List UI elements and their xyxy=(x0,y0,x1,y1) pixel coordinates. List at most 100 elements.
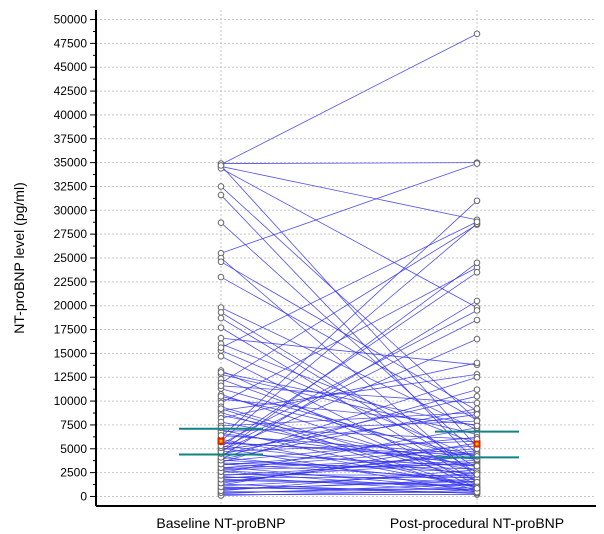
category-label: Post-procedural NT-proBNP xyxy=(390,515,564,531)
data-point xyxy=(217,314,225,322)
paired-lines xyxy=(220,33,478,496)
pair-line xyxy=(220,478,478,486)
pair-line xyxy=(220,343,478,445)
pair-line xyxy=(220,261,478,411)
pair-line xyxy=(220,338,478,452)
data-point xyxy=(217,393,225,400)
data-point xyxy=(217,369,225,376)
y-tick-label: 40000 xyxy=(54,108,88,122)
data-point xyxy=(473,197,481,205)
y-tick-label: 27500 xyxy=(54,227,88,241)
data-point xyxy=(473,422,481,430)
pair-line xyxy=(220,362,478,419)
pair-line xyxy=(220,441,478,460)
y-tick-label: 37500 xyxy=(54,132,88,146)
pair-line xyxy=(220,194,478,464)
pair-line xyxy=(220,317,478,473)
pair-line xyxy=(220,440,478,453)
pair-line xyxy=(220,445,478,475)
pair-line xyxy=(220,267,478,404)
data-point xyxy=(473,218,481,226)
data-point xyxy=(473,269,481,276)
pair-line xyxy=(220,163,478,254)
y-tick-label: 10000 xyxy=(54,394,88,408)
pair-line xyxy=(220,427,478,440)
pair-line xyxy=(220,271,478,448)
y-tick-label: 42500 xyxy=(54,84,88,98)
median-lines xyxy=(179,427,519,459)
data-point xyxy=(217,432,225,439)
pair-line xyxy=(220,486,478,494)
pair-line xyxy=(220,312,478,469)
data-point xyxy=(473,259,481,267)
pair-line xyxy=(220,262,478,453)
pair-line xyxy=(220,471,478,491)
pair-line xyxy=(220,438,478,488)
data-point xyxy=(217,183,225,190)
pair-line xyxy=(220,372,478,427)
pair-line xyxy=(220,394,478,479)
y-tick-label: 2500 xyxy=(60,466,87,480)
pair-line xyxy=(220,186,478,421)
gridlines xyxy=(96,10,596,506)
pair-line xyxy=(220,224,478,384)
y-tick-label: 17500 xyxy=(54,323,88,337)
y-tick-label: 30000 xyxy=(54,203,88,217)
data-point xyxy=(217,162,225,169)
data-point xyxy=(473,411,481,418)
data-point xyxy=(473,160,481,167)
pair-line xyxy=(220,257,478,478)
data-point xyxy=(473,297,481,305)
data-point xyxy=(217,191,225,199)
data-point xyxy=(217,219,225,227)
y-tick-label: 47500 xyxy=(54,36,88,50)
data-point xyxy=(473,399,481,407)
data-point xyxy=(473,386,481,393)
data-point xyxy=(217,334,225,342)
pair-line xyxy=(220,448,478,469)
pair-line xyxy=(220,33,478,165)
pair-line xyxy=(220,373,478,435)
pair-line xyxy=(220,221,478,349)
y-tick-label: 5000 xyxy=(60,442,87,456)
y-tick-label: 50000 xyxy=(54,13,88,27)
pair-line xyxy=(220,459,478,476)
pair-line xyxy=(220,319,478,450)
pair-line xyxy=(220,337,478,366)
labels: 0 2500 5000 7500 10000 12500 15000 17500 20000 22… xyxy=(11,13,564,531)
pair-line xyxy=(220,412,478,427)
y-tick-label: 25000 xyxy=(54,251,88,265)
data-point xyxy=(217,382,225,390)
y-tick-label: 7500 xyxy=(60,418,87,432)
data-point xyxy=(473,462,481,470)
pair-line xyxy=(220,414,478,451)
pair-line xyxy=(220,388,478,461)
pair-line xyxy=(220,395,478,457)
y-tick-label: 0 xyxy=(80,489,87,503)
pair-line xyxy=(220,462,478,470)
pair-line xyxy=(220,385,478,404)
data-point xyxy=(217,258,225,266)
pair-line xyxy=(220,435,478,455)
y-tick-label: 15000 xyxy=(54,346,88,360)
data-point xyxy=(473,485,481,492)
pair-line xyxy=(220,490,478,496)
y-axis-title: NT-proBNP level (pg/ml) xyxy=(11,182,27,333)
axes xyxy=(90,10,596,507)
pair-line xyxy=(220,200,478,438)
pair-line xyxy=(220,427,478,474)
pair-line xyxy=(220,447,478,493)
data-point xyxy=(473,393,481,400)
data-point xyxy=(217,344,225,351)
data-points xyxy=(217,30,481,499)
y-tick-label: 20000 xyxy=(54,299,88,313)
median-marker-center xyxy=(219,439,223,443)
data-point xyxy=(473,359,481,367)
data-point xyxy=(217,309,225,316)
pair-line xyxy=(220,276,478,421)
y-tick-label: 35000 xyxy=(54,156,88,170)
pair-line xyxy=(220,469,478,492)
data-point xyxy=(473,307,481,314)
data-point xyxy=(473,316,481,324)
data-point xyxy=(217,352,225,360)
